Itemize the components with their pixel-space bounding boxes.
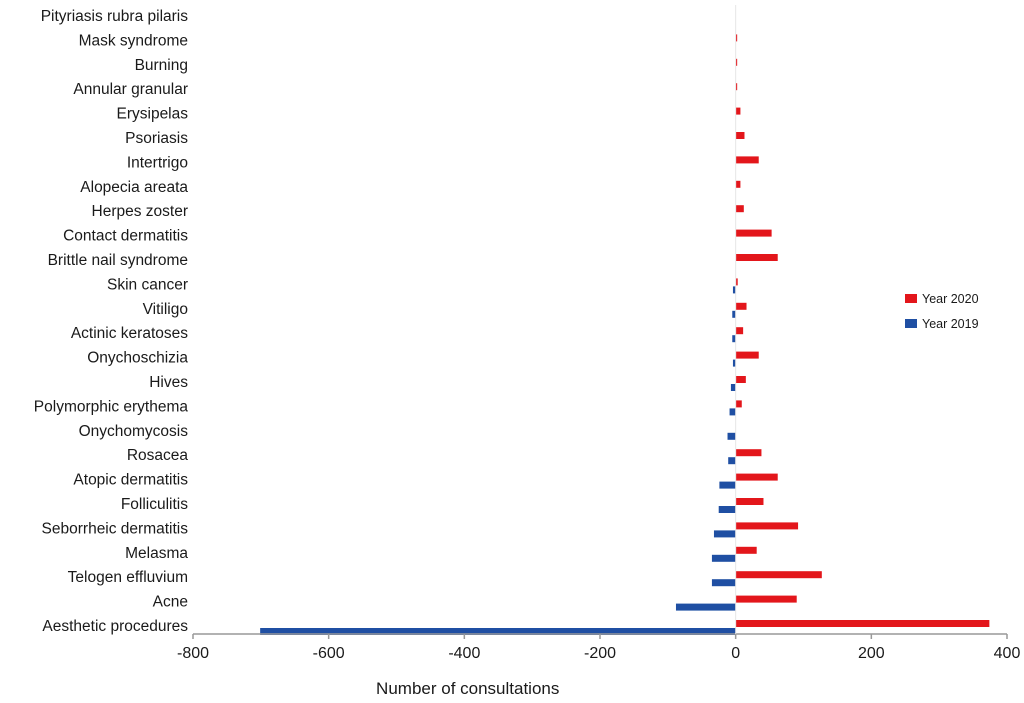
bar-2020 (735, 205, 744, 213)
category-label: Vitiligo (143, 301, 188, 318)
x-tick-label: -600 (313, 645, 345, 662)
bar-2020 (735, 400, 742, 408)
bar-2019 (718, 506, 736, 513)
category-label: Alopecia areata (80, 179, 188, 196)
x-tick-label: 400 (994, 645, 1021, 662)
category-label: Hives (149, 374, 188, 391)
category-label: Polymorphic erythema (34, 398, 189, 415)
legend-label: Year 2019 (922, 317, 979, 331)
category-label: Atopic dermatitis (73, 472, 188, 489)
x-tick-label: -200 (584, 645, 616, 662)
legend-label: Year 2020 (922, 292, 979, 306)
category-label: Pityriasis rubra pilaris (41, 8, 189, 25)
bar-2020 (735, 522, 799, 530)
legend-swatch (905, 319, 917, 328)
bar-2020 (735, 180, 741, 188)
bar-2019 (719, 481, 736, 489)
bar-2020 (735, 83, 738, 91)
bar-2020 (735, 620, 990, 627)
bar-2020 (735, 449, 762, 457)
legend-swatch (905, 294, 917, 303)
category-label: Annular granular (73, 81, 188, 98)
x-tick-label: 0 (731, 645, 740, 662)
bar-2019 (732, 310, 736, 318)
bar-2020 (735, 327, 744, 335)
bar-2020 (735, 278, 738, 286)
x-tick-label: -400 (448, 645, 480, 662)
bar-2020 (735, 498, 764, 505)
bar-2020 (735, 254, 778, 261)
bar-2019 (730, 384, 736, 391)
category-label: Seborrheic dermatitis (42, 520, 189, 537)
category-label: Onychomycosis (79, 423, 189, 440)
category-label: Onychoschizia (87, 350, 188, 367)
category-label: Intertrigo (127, 154, 188, 171)
bar-2020 (735, 132, 745, 139)
category-label: Folliculitis (121, 496, 188, 513)
bar-2019 (729, 408, 736, 416)
category-label: Melasma (125, 545, 188, 562)
category-label: Brittle nail syndrome (48, 252, 188, 269)
category-label: Telogen effluvium (68, 569, 188, 586)
category-label: Burning (135, 57, 188, 74)
x-axis-title: Number of consultations (376, 679, 559, 698)
bar-2019 (732, 359, 736, 367)
bar-2020 (735, 229, 772, 237)
bar-2020 (735, 571, 822, 579)
category-label: Erysipelas (117, 106, 189, 123)
category-label: Aesthetic procedures (42, 618, 188, 635)
bar-2020 (735, 351, 759, 359)
bar-2019 (732, 286, 736, 294)
category-label: Skin cancer (107, 276, 188, 293)
bar-2020 (735, 595, 797, 603)
category-label: Psoriasis (125, 130, 188, 147)
bar-2019 (711, 554, 736, 562)
category-label: Rosacea (127, 447, 189, 464)
bar-2019 (260, 628, 736, 635)
bar-2019 (728, 457, 736, 465)
bar-2019 (732, 335, 736, 343)
bar-2020 (735, 34, 738, 42)
bar-2020 (735, 107, 741, 115)
x-tick-label: -800 (177, 645, 209, 662)
bar-2020 (735, 156, 759, 164)
category-label: Acne (153, 594, 188, 611)
category-label: Herpes zoster (92, 203, 188, 220)
x-tick-label: 200 (858, 645, 885, 662)
bar-2020 (735, 302, 747, 310)
bar-2020 (735, 546, 757, 554)
category-label: Actinic keratoses (71, 325, 188, 342)
bar-2019 (713, 530, 736, 538)
bar-2020 (735, 58, 738, 66)
bar-2020 (735, 376, 746, 383)
bar-2019 (727, 432, 736, 440)
bar-2020 (735, 473, 778, 481)
bar-2019 (711, 579, 736, 587)
category-label: Mask syndrome (79, 32, 188, 49)
bar-2019 (675, 603, 736, 611)
category-label: Contact dermatitis (63, 228, 188, 245)
